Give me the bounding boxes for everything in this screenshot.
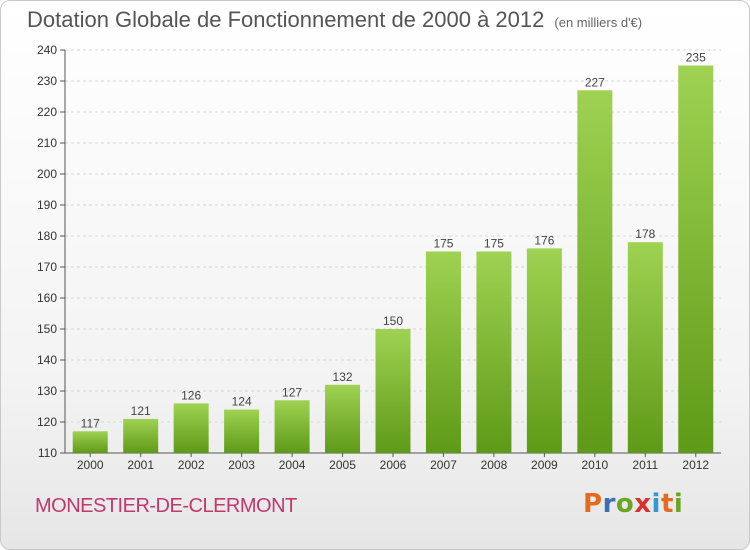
logo-letter: P <box>583 489 603 519</box>
y-tick-label: 120 <box>37 415 57 429</box>
value-label-2010: 227 <box>585 75 605 89</box>
logo-letter: x <box>634 489 652 519</box>
x-tick-label-2005: 2005 <box>329 458 356 472</box>
bar-2012 <box>678 65 714 453</box>
value-label-2005: 132 <box>333 370 353 384</box>
bar-2011 <box>627 242 663 453</box>
y-tick-label: 170 <box>37 260 57 274</box>
x-tick-label-2012: 2012 <box>682 458 709 472</box>
logo-letter: i <box>673 489 684 519</box>
commune-name: MONESTIER-DE-CLERMONT <box>35 495 297 517</box>
value-label-2012: 235 <box>686 51 706 65</box>
x-tick-label-2007: 2007 <box>430 458 457 472</box>
value-label-2011: 178 <box>635 227 655 241</box>
y-tick-label: 220 <box>37 105 57 119</box>
logo-letter: o <box>615 489 635 519</box>
y-tick-label: 200 <box>37 167 57 181</box>
x-tick-label-2010: 2010 <box>581 458 608 472</box>
value-label-2007: 175 <box>433 237 453 251</box>
x-tick-label-2004: 2004 <box>279 458 306 472</box>
value-label-2008: 175 <box>484 237 504 251</box>
value-label-2001: 121 <box>131 404 151 418</box>
value-label-2006: 150 <box>383 314 403 328</box>
bar-2001 <box>123 418 159 453</box>
axes: 110 120 130 140 150 160 170 180 190 200 210 220 230 2… <box>37 43 721 472</box>
bar-2006 <box>375 329 411 453</box>
bar-2009 <box>526 248 562 453</box>
y-tick-label: 160 <box>37 291 57 305</box>
y-tick-label: 240 <box>37 43 57 57</box>
y-tick-label: 180 <box>37 229 57 243</box>
y-tick-label: 190 <box>37 198 57 212</box>
bar-2005 <box>325 384 361 453</box>
logo-letter: r <box>602 489 616 519</box>
bar-2003 <box>224 409 260 453</box>
logo-letter: i <box>651 489 661 519</box>
x-tick-label-2000: 2000 <box>77 458 104 472</box>
bars <box>72 65 714 454</box>
logo-letter: t <box>660 489 674 519</box>
chart-title-text: Dotation Globale de Fonctionnement de 20… <box>27 7 545 32</box>
y-tick-label: 150 <box>37 322 57 336</box>
y-tick-label: 210 <box>37 136 57 150</box>
x-tick-label-2006: 2006 <box>380 458 407 472</box>
bar-2008 <box>476 251 512 453</box>
bar-2004 <box>274 400 310 453</box>
x-tick-label-2008: 2008 <box>481 458 508 472</box>
bar-2007 <box>425 251 461 453</box>
y-tick-label: 130 <box>37 384 57 398</box>
chart-unit: (en milliers d'€) <box>554 15 643 30</box>
x-tick-label-2009: 2009 <box>531 458 558 472</box>
x-tick-label-2003: 2003 <box>228 458 255 472</box>
value-label-2003: 124 <box>232 395 252 409</box>
proxiti-logo: Proxiti <box>583 489 683 519</box>
bar-2010 <box>577 90 613 454</box>
value-label-2009: 176 <box>534 233 554 247</box>
bar-2002 <box>173 403 209 453</box>
value-label-2004: 127 <box>282 385 302 399</box>
x-tick-label-2011: 2011 <box>632 458 658 472</box>
y-tick-label: 140 <box>37 353 57 367</box>
chart-title: Dotation Globale de Fonctionnement de 20… <box>27 7 642 33</box>
value-label-2000: 117 <box>81 416 100 430</box>
x-tick-label-2001: 2001 <box>127 458 154 472</box>
value-labels: 117 121 126 124 127 132 150 175 175 176 227 178 235 <box>81 51 706 431</box>
value-label-2002: 126 <box>181 388 201 402</box>
y-tick-label: 230 <box>37 74 57 88</box>
bar-2000 <box>72 431 108 453</box>
x-tick-label-2002: 2002 <box>178 458 205 472</box>
y-tick-label: 110 <box>38 446 57 460</box>
